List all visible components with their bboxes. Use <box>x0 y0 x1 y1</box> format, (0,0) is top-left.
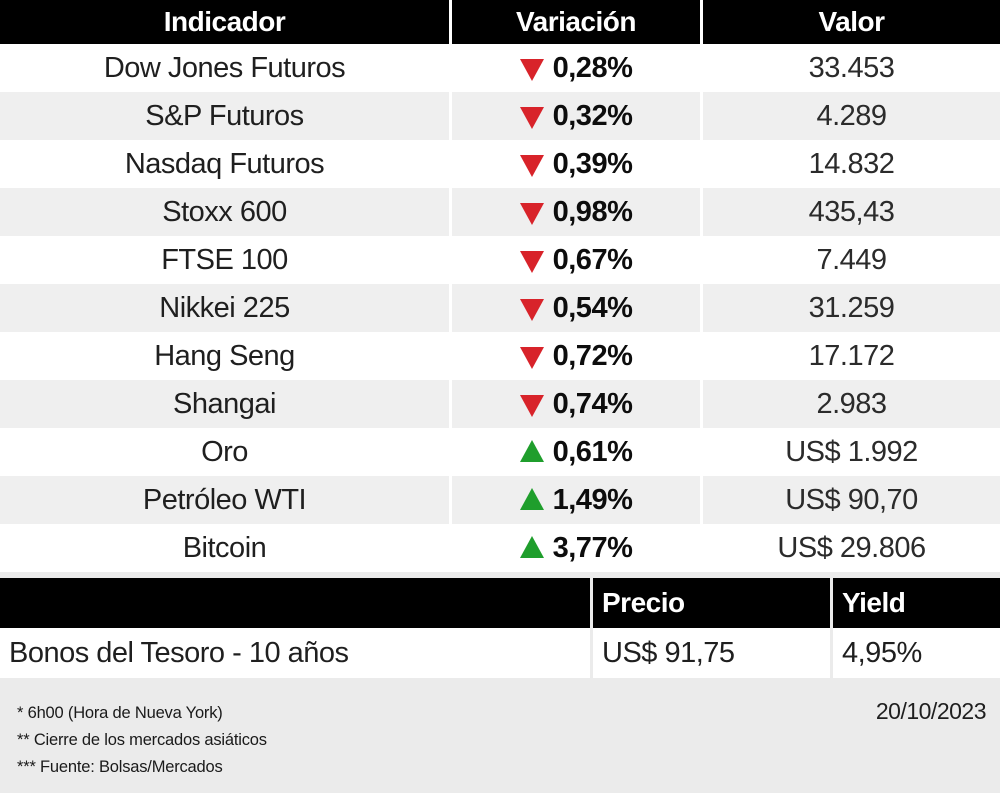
bond-yield-cell: 4,95% <box>833 628 1000 678</box>
table-row: Bitcoin 3,77% US$ 29.806 <box>0 524 1000 572</box>
variation-triangle-icon <box>519 59 544 81</box>
variation-triangle-icon <box>519 488 544 510</box>
variation-triangle-icon <box>519 203 544 225</box>
value-cell: 2.983 <box>703 380 1000 428</box>
indicator-cell: Dow Jones Futuros <box>0 44 449 92</box>
variation-cell: 1,49% <box>452 476 700 524</box>
value-cell: US$ 29.806 <box>703 524 1000 572</box>
variation-triangle-icon <box>519 440 544 462</box>
table-body: Dow Jones Futuros 0,28% 33.453 S&P Futur… <box>0 44 1000 572</box>
variation-value: 0,54% <box>552 291 633 324</box>
column-header-variacion: Variación <box>452 0 700 44</box>
variation-triangle-icon <box>519 155 544 177</box>
variation-triangle-icon <box>519 536 544 558</box>
footnote: * 6h00 (Hora de Nueva York) <box>17 704 223 722</box>
variation-cell: 0,32% <box>452 92 700 140</box>
indicator-cell: Nikkei 225 <box>0 284 449 332</box>
value-cell: 435,43 <box>703 188 1000 236</box>
indicator-cell: Stoxx 600 <box>0 188 449 236</box>
footnotes: * 6h00 (Hora de Nueva York) ** Cierre de… <box>0 678 1000 781</box>
table-row: Dow Jones Futuros 0,28% 33.453 <box>0 44 1000 92</box>
variation-triangle-icon <box>519 299 544 321</box>
variation-value: 3,77% <box>552 531 633 564</box>
table-row: Stoxx 600 0,98% 435,43 <box>0 188 1000 236</box>
table-row: S&P Futuros 0,32% 4.289 <box>0 92 1000 140</box>
column-header-valor: Valor <box>703 0 1000 44</box>
date-label: 20/10/2023 <box>875 698 987 724</box>
variation-value: 0,32% <box>552 99 633 132</box>
variation-value: 0,67% <box>552 243 633 276</box>
table-row: Hang Seng 0,72% 17.172 <box>0 332 1000 380</box>
variation-value: 0,72% <box>552 339 633 372</box>
table-row: Nikkei 225 0,54% 31.259 <box>0 284 1000 332</box>
variation-cell: 0,67% <box>452 236 700 284</box>
table-row: Oro 0,61% US$ 1.992 <box>0 428 1000 476</box>
value-cell: US$ 90,70 <box>703 476 1000 524</box>
indicator-cell: FTSE 100 <box>0 236 449 284</box>
column-header-precio: Precio <box>593 578 830 628</box>
column-header-indicador: Indicador <box>0 0 449 44</box>
variation-cell: 0,98% <box>452 188 700 236</box>
value-cell: US$ 1.992 <box>703 428 1000 476</box>
variation-cell: 0,39% <box>452 140 700 188</box>
table-header-row: Indicador Variación Valor <box>0 0 1000 44</box>
indicator-cell: Hang Seng <box>0 332 449 380</box>
table-row: Shangai 0,74% 2.983 <box>0 380 1000 428</box>
variation-value: 0,98% <box>552 195 633 228</box>
value-cell: 14.832 <box>703 140 1000 188</box>
bonds-table: Precio Yield Bonos del Tesoro - 10 años … <box>0 578 1000 678</box>
variation-value: 0,61% <box>552 435 633 468</box>
indicator-cell: Petróleo WTI <box>0 476 449 524</box>
indicator-cell: S&P Futuros <box>0 92 449 140</box>
variation-value: 0,39% <box>552 147 633 180</box>
footnote: ** Cierre de los mercados asiáticos <box>17 731 267 749</box>
bonds-header-row: Precio Yield <box>0 578 1000 628</box>
variation-cell: 0,28% <box>452 44 700 92</box>
variation-triangle-icon <box>519 251 544 273</box>
column-header-empty <box>0 578 590 628</box>
market-indicators-table: Indicador Variación Valor Dow Jones Futu… <box>0 0 1000 572</box>
table-row: Bonos del Tesoro - 10 años US$ 91,75 4,9… <box>0 628 1000 678</box>
variation-cell: 0,74% <box>452 380 700 428</box>
table-row: FTSE 100 0,67% 7.449 <box>0 236 1000 284</box>
variation-cell: 0,61% <box>452 428 700 476</box>
variation-triangle-icon <box>519 107 544 129</box>
variation-cell: 0,72% <box>452 332 700 380</box>
indicator-cell: Oro <box>0 428 449 476</box>
variation-cell: 0,54% <box>452 284 700 332</box>
value-cell: 7.449 <box>703 236 1000 284</box>
value-cell: 31.259 <box>703 284 1000 332</box>
column-header-yield: Yield <box>833 578 1000 628</box>
variation-value: 1,49% <box>552 483 633 516</box>
value-cell: 17.172 <box>703 332 1000 380</box>
variation-value: 0,74% <box>552 387 633 420</box>
value-cell: 4.289 <box>703 92 1000 140</box>
indicator-cell: Bitcoin <box>0 524 449 572</box>
footnote: *** Fuente: Bolsas/Mercados <box>17 758 223 776</box>
indicator-cell: Shangai <box>0 380 449 428</box>
variation-triangle-icon <box>519 395 544 417</box>
indicator-cell: Nasdaq Futuros <box>0 140 449 188</box>
bond-price-cell: US$ 91,75 <box>593 628 830 678</box>
table-row: Petróleo WTI 1,49% US$ 90,70 <box>0 476 1000 524</box>
variation-cell: 3,77% <box>452 524 700 572</box>
variation-triangle-icon <box>519 347 544 369</box>
footer: * 6h00 (Hora de Nueva York) ** Cierre de… <box>0 678 1000 793</box>
bond-label-cell: Bonos del Tesoro - 10 años <box>0 628 590 678</box>
table-row: Nasdaq Futuros 0,39% 14.832 <box>0 140 1000 188</box>
value-cell: 33.453 <box>703 44 1000 92</box>
variation-value: 0,28% <box>552 51 633 84</box>
